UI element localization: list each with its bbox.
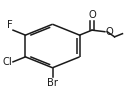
- Text: O: O: [106, 26, 114, 37]
- Text: O: O: [88, 10, 96, 20]
- Text: F: F: [7, 20, 12, 30]
- Text: Br: Br: [47, 78, 58, 87]
- Text: Cl: Cl: [3, 57, 12, 67]
